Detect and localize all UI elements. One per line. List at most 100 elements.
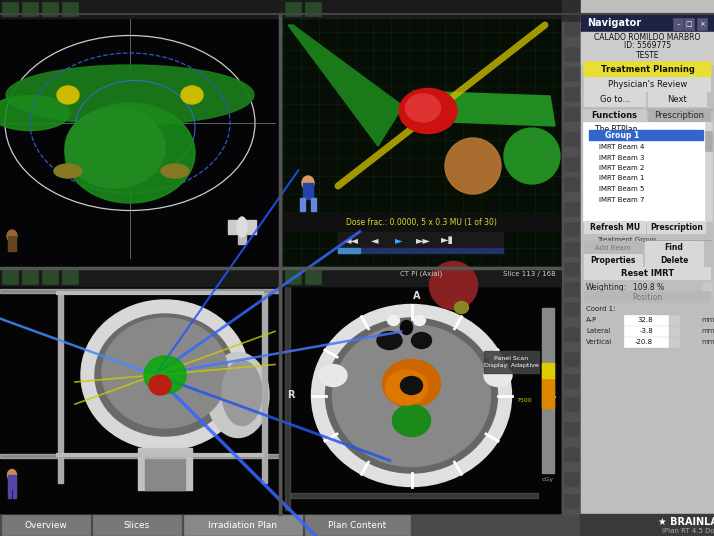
- Polygon shape: [288, 25, 403, 146]
- Ellipse shape: [393, 405, 431, 436]
- Bar: [262, 293, 267, 483]
- Bar: [2, 2, 18, 16]
- Text: Refresh MU: Refresh MU: [590, 223, 640, 232]
- Bar: [338, 248, 503, 253]
- Bar: [705, 131, 712, 151]
- Bar: [0, 268, 280, 513]
- Bar: [564, 447, 579, 461]
- Bar: [22, 2, 38, 16]
- Text: ★ BRAINLAB: ★ BRAINLAB: [658, 517, 714, 527]
- Text: 7500: 7500: [516, 398, 532, 404]
- Bar: [581, 0, 714, 514]
- Text: Go to...: Go to...: [600, 95, 630, 104]
- Ellipse shape: [181, 86, 203, 104]
- Bar: [669, 326, 679, 336]
- Bar: [338, 232, 503, 248]
- Text: A: A: [413, 291, 421, 301]
- Text: Display: Adaptive: Display: Adaptive: [483, 363, 538, 369]
- Ellipse shape: [54, 164, 82, 178]
- Ellipse shape: [406, 94, 441, 122]
- Bar: [62, 2, 78, 16]
- Bar: [648, 109, 710, 121]
- Text: Plan Content: Plan Content: [328, 520, 386, 530]
- Ellipse shape: [237, 217, 247, 237]
- Text: Physician's Review: Physician's Review: [608, 80, 687, 89]
- Bar: [581, 14, 714, 32]
- Bar: [580, 514, 714, 536]
- Bar: [564, 352, 579, 366]
- Bar: [589, 130, 703, 140]
- Bar: [484, 351, 539, 373]
- Ellipse shape: [401, 321, 413, 334]
- Bar: [583, 109, 646, 121]
- Bar: [624, 315, 668, 325]
- Bar: [583, 122, 706, 221]
- Text: L: L: [549, 391, 555, 400]
- Bar: [42, 270, 58, 284]
- Bar: [564, 22, 579, 36]
- Ellipse shape: [6, 65, 254, 125]
- Bar: [673, 18, 683, 30]
- Text: Irradiation Plan: Irradiation Plan: [208, 520, 278, 530]
- Bar: [285, 271, 290, 510]
- Bar: [138, 448, 192, 490]
- Text: Slices: Slices: [124, 520, 150, 530]
- Bar: [564, 494, 579, 508]
- Ellipse shape: [81, 300, 249, 450]
- Bar: [564, 87, 579, 101]
- Bar: [564, 67, 579, 81]
- Bar: [22, 270, 38, 284]
- Bar: [2, 270, 18, 284]
- Text: R: R: [287, 391, 295, 400]
- Bar: [624, 326, 668, 336]
- Text: Prescription: Prescription: [654, 110, 704, 120]
- Bar: [283, 268, 560, 513]
- FancyBboxPatch shape: [648, 221, 705, 234]
- Bar: [669, 315, 679, 325]
- FancyBboxPatch shape: [645, 242, 703, 254]
- Text: IMRT Beam 5: IMRT Beam 5: [599, 186, 644, 192]
- Bar: [564, 302, 579, 316]
- Ellipse shape: [326, 318, 498, 473]
- Ellipse shape: [95, 314, 235, 436]
- Ellipse shape: [399, 88, 457, 133]
- Ellipse shape: [455, 301, 468, 314]
- Bar: [564, 422, 579, 436]
- Ellipse shape: [222, 361, 262, 426]
- Text: 32.8: 32.8: [638, 317, 653, 323]
- Bar: [145, 455, 185, 490]
- Ellipse shape: [411, 332, 431, 348]
- Text: Position: Position: [633, 293, 663, 301]
- Ellipse shape: [8, 470, 16, 480]
- Ellipse shape: [311, 304, 511, 487]
- Bar: [562, 22, 581, 514]
- Bar: [564, 132, 579, 146]
- FancyBboxPatch shape: [585, 93, 645, 107]
- Bar: [238, 232, 246, 244]
- Text: ►▮: ►▮: [441, 235, 453, 245]
- Circle shape: [504, 128, 560, 184]
- Text: IMRT Beam 1: IMRT Beam 1: [599, 175, 645, 182]
- Text: -3.8: -3.8: [639, 328, 653, 334]
- Ellipse shape: [0, 95, 70, 130]
- Bar: [564, 177, 579, 191]
- Ellipse shape: [484, 364, 512, 386]
- Bar: [305, 270, 321, 284]
- Text: Properties: Properties: [590, 256, 635, 265]
- Ellipse shape: [333, 324, 491, 466]
- Circle shape: [445, 138, 501, 194]
- Ellipse shape: [65, 108, 165, 188]
- Ellipse shape: [383, 360, 441, 407]
- Ellipse shape: [302, 176, 314, 190]
- Text: TESTE: TESTE: [635, 50, 659, 59]
- Text: Vertical: Vertical: [586, 339, 612, 345]
- Bar: [58, 293, 63, 483]
- FancyBboxPatch shape: [585, 242, 643, 254]
- Bar: [564, 242, 579, 256]
- Text: mm: mm: [701, 317, 714, 323]
- Bar: [283, 0, 560, 18]
- Bar: [564, 327, 579, 341]
- FancyBboxPatch shape: [585, 78, 710, 92]
- Bar: [285, 270, 301, 284]
- Text: Functions: Functions: [591, 110, 637, 120]
